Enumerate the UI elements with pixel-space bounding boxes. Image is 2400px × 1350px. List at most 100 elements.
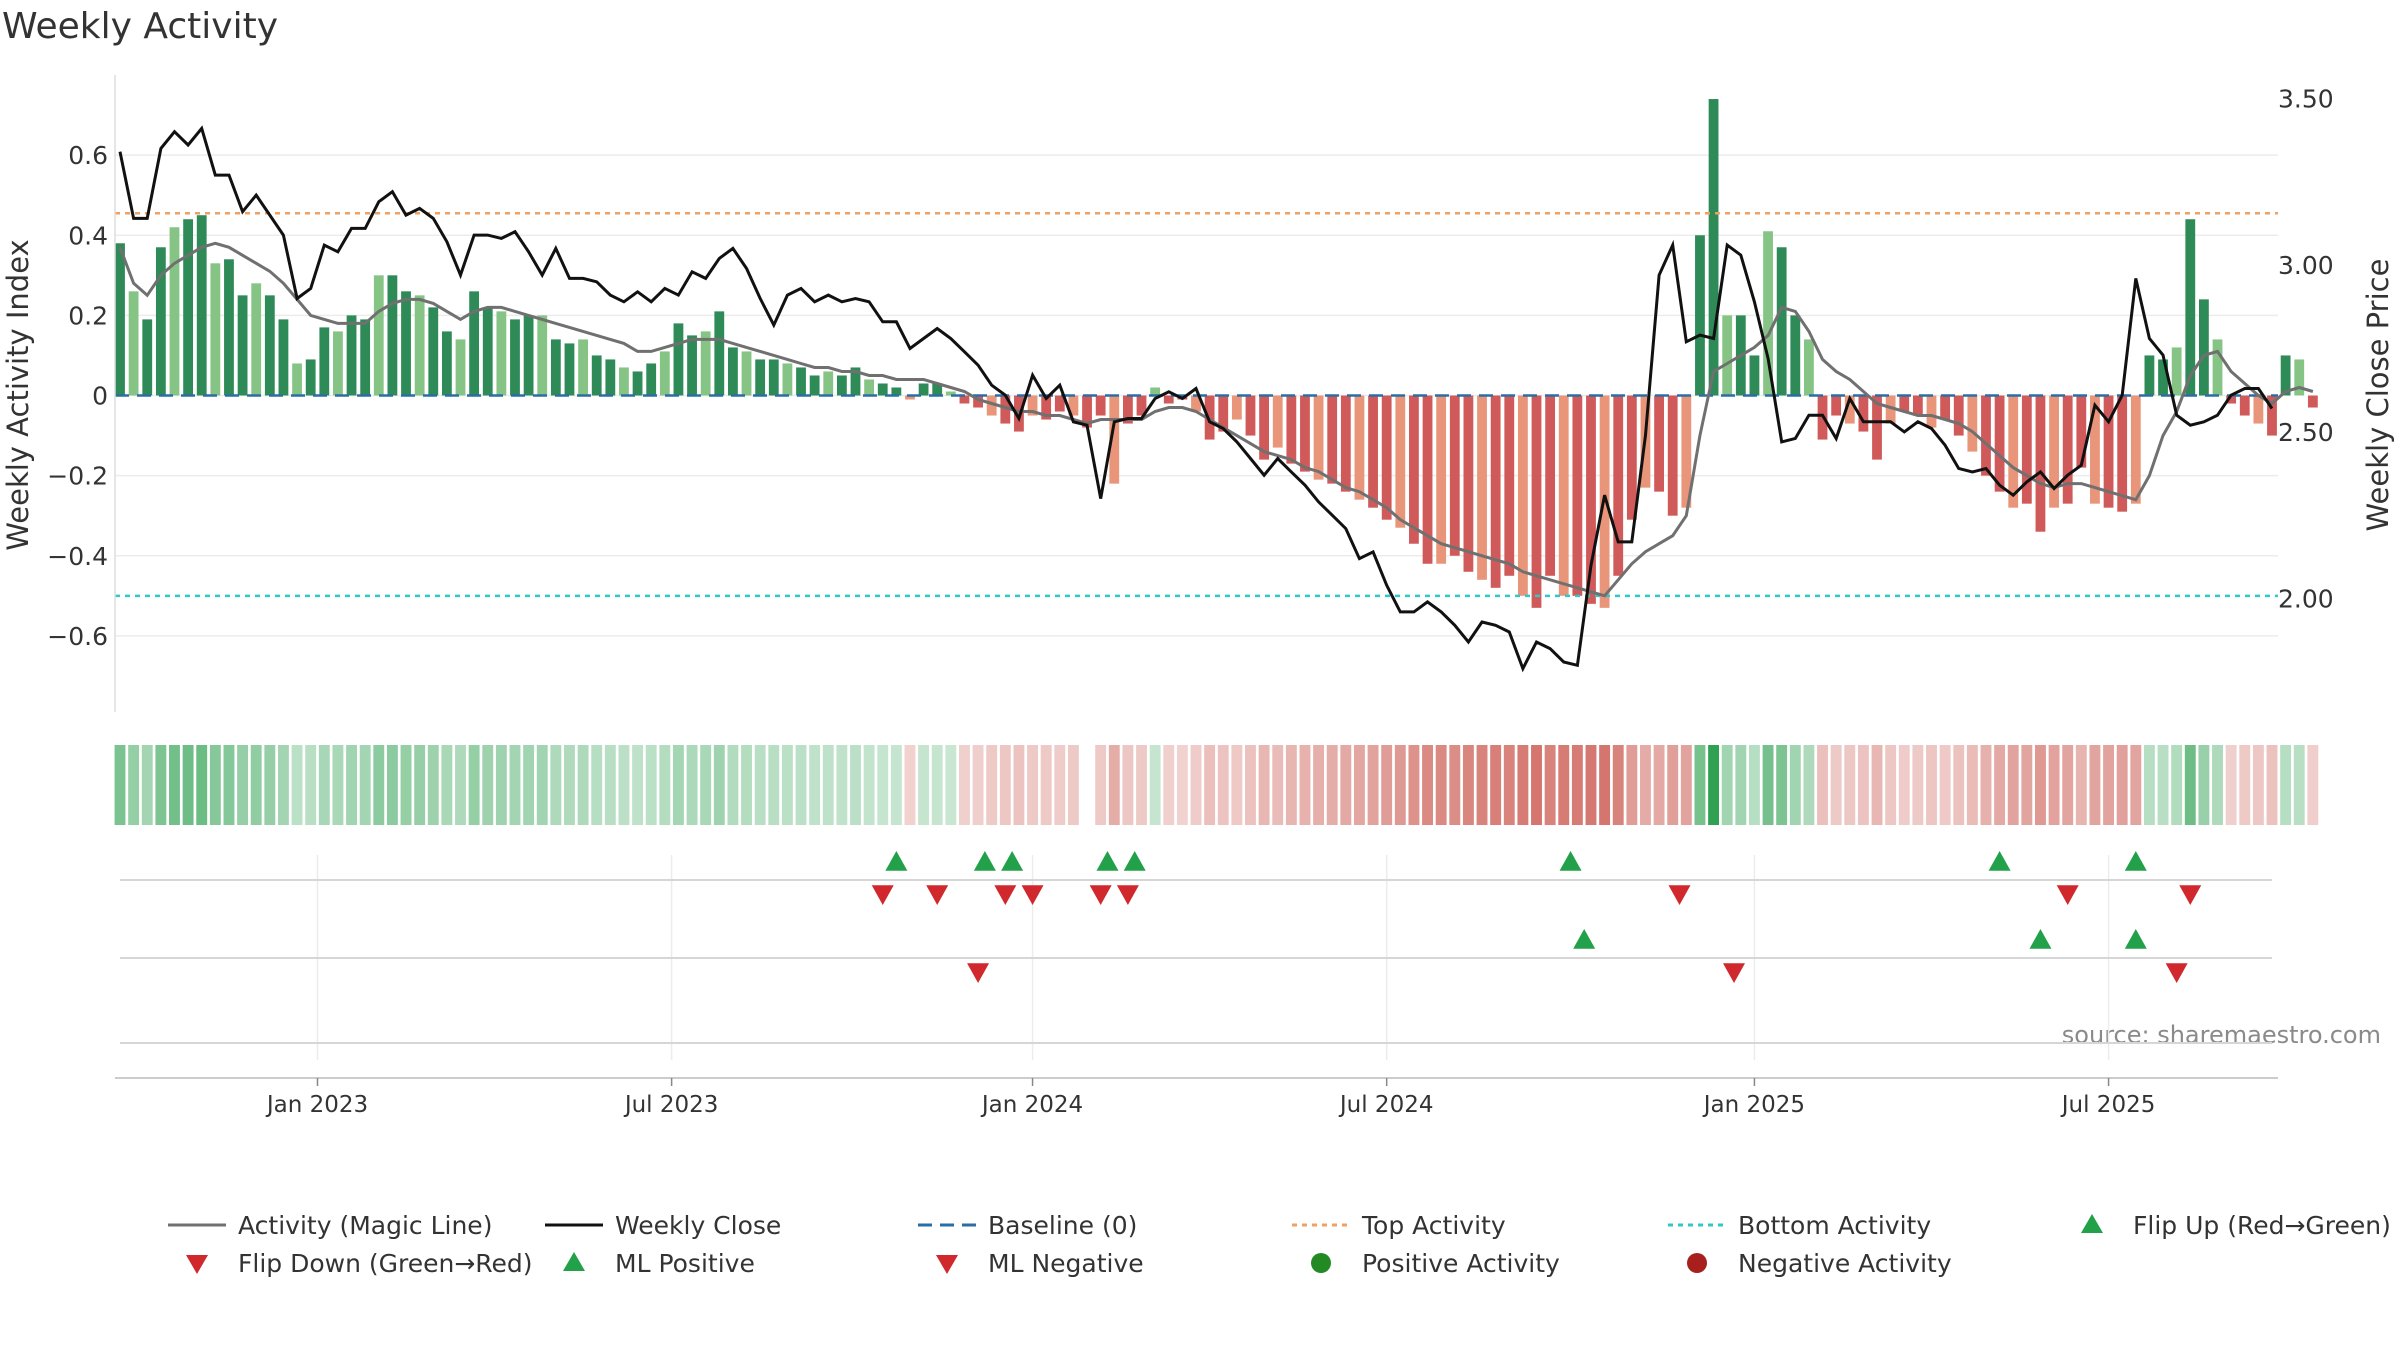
activity-strip-cell: [1653, 745, 1665, 825]
activity-strip-cell: [1326, 745, 1338, 825]
activity-bar: [891, 387, 902, 396]
activity-strip-cell: [2239, 745, 2251, 825]
activity-bar: [1763, 231, 1773, 396]
activity-strip-cell: [645, 745, 657, 825]
activity-strip-cell: [1694, 745, 1706, 825]
activity-bar: [1259, 395, 1270, 460]
activity-bar: [1313, 395, 1324, 480]
legend-label: Flip Up (Red→Green): [2133, 1211, 2391, 1240]
activity-bar: [1994, 395, 2005, 492]
activity-strip-cell: [1013, 745, 1025, 825]
y-tick-label-right: 3.00: [2278, 251, 2334, 280]
activity-bar: [428, 307, 439, 396]
activity-strip-cell: [1585, 745, 1597, 825]
activity-strip-cell: [1776, 745, 1788, 825]
activity-strip-cell: [1217, 745, 1229, 825]
activity-bar: [1776, 247, 1787, 396]
activity-strip-cell: [1176, 745, 1188, 825]
activity-strip-cell: [768, 745, 780, 825]
activity-strip-cell: [2225, 745, 2237, 825]
activity-bar: [836, 375, 847, 396]
flip-down-marker: [1021, 885, 1044, 905]
activity-bar: [1286, 395, 1297, 464]
legend-item: Flip Up (Red→Green): [2081, 1211, 2391, 1240]
ml-negative-marker: [967, 963, 990, 983]
y-tick-label-left: −0.6: [47, 622, 108, 651]
activity-strip-cell: [155, 745, 167, 825]
activity-bar: [1749, 355, 1760, 396]
activity-bar: [2008, 395, 2019, 508]
chart-title: Weekly Activity: [2, 6, 278, 47]
activity-strip-cell: [1462, 745, 1474, 825]
activity-strip-cell: [2103, 745, 2115, 825]
activity-bar: [1109, 395, 1120, 484]
activity-strip-cell: [1108, 745, 1120, 825]
activity-bar: [264, 295, 275, 396]
legend-item: ML Positive: [563, 1249, 755, 1278]
activity-strip-cell: [523, 745, 535, 825]
activity-bar: [877, 383, 888, 396]
activity-bar: [1831, 395, 1842, 416]
activity-bar: [1804, 339, 1814, 396]
activity-bar: [401, 291, 411, 396]
activity-strip-cell: [182, 745, 194, 825]
activity-strip-cell: [754, 745, 766, 825]
activity-strip-cell: [591, 745, 603, 825]
activity-bar: [2103, 395, 2114, 508]
activity-bar: [496, 311, 507, 396]
activity-bar: [2158, 359, 2168, 396]
activity-bar: [1899, 395, 1910, 412]
ml-positive-marker: [2029, 929, 2052, 949]
activity-bar: [2212, 339, 2223, 396]
y-axis-label-left: Weekly Activity Index: [1, 239, 35, 550]
activity-bar: [945, 391, 956, 396]
activity-bar: [2076, 395, 2087, 468]
activity-strip-cell: [495, 745, 507, 825]
activity-bar: [115, 243, 125, 396]
activity-bar: [1463, 395, 1474, 572]
activity-bar: [1586, 395, 1596, 604]
activity-strip-cell: [1435, 745, 1447, 825]
activity-strip-cell: [781, 745, 793, 825]
activity-strip-cell: [346, 745, 357, 825]
activity-strip-cell: [1735, 745, 1747, 825]
activity-strip-cell: [1204, 745, 1216, 825]
activity-strip-cell: [1680, 745, 1692, 825]
activity-strip-cell: [400, 745, 412, 825]
activity-strip-cell: [890, 745, 902, 825]
activity-bar: [1041, 395, 1052, 420]
weekly-close-line: [118, 125, 2274, 673]
activity-strip-cell: [1054, 745, 1066, 825]
activity-bar: [986, 395, 997, 416]
activity-bar: [1272, 395, 1283, 448]
activity-bar: [346, 315, 357, 396]
activity-bar: [728, 347, 738, 396]
activity-strip-cell: [414, 745, 426, 825]
flip-up-marker: [973, 851, 996, 871]
flip-down-marker: [926, 885, 949, 905]
y-tick-label-left: 0.4: [68, 221, 108, 250]
activity-bar: [823, 371, 834, 396]
activity-strip-cell: [863, 745, 875, 825]
activity-strip-cell: [169, 745, 180, 825]
legend-label: Negative Activity: [1738, 1249, 1952, 1278]
activity-bar: [850, 367, 861, 396]
activity-strip-cell: [209, 745, 221, 825]
activity-bar: [1844, 395, 1855, 424]
activity-strip-cell: [1285, 745, 1297, 825]
activity-bar: [1300, 395, 1310, 472]
activity-bar: [1626, 395, 1637, 520]
activity-strip-cell: [1381, 745, 1393, 825]
legend-label: Flip Down (Green→Red): [238, 1249, 533, 1278]
legend-label: Activity (Magic Line): [238, 1211, 492, 1240]
legend-item: Bottom Activity: [1668, 1211, 1931, 1240]
activity-strip-cell: [1612, 745, 1624, 825]
activity-bar: [864, 379, 875, 396]
activity-bar: [360, 319, 371, 396]
activity-strip-cell: [482, 745, 494, 825]
activity-strip-cell: [904, 745, 916, 825]
activity-bar: [155, 247, 166, 396]
activity-bar: [2171, 347, 2182, 396]
activity-bar: [1695, 235, 1705, 396]
x-tick-label: Jan 2024: [980, 1092, 1083, 1118]
